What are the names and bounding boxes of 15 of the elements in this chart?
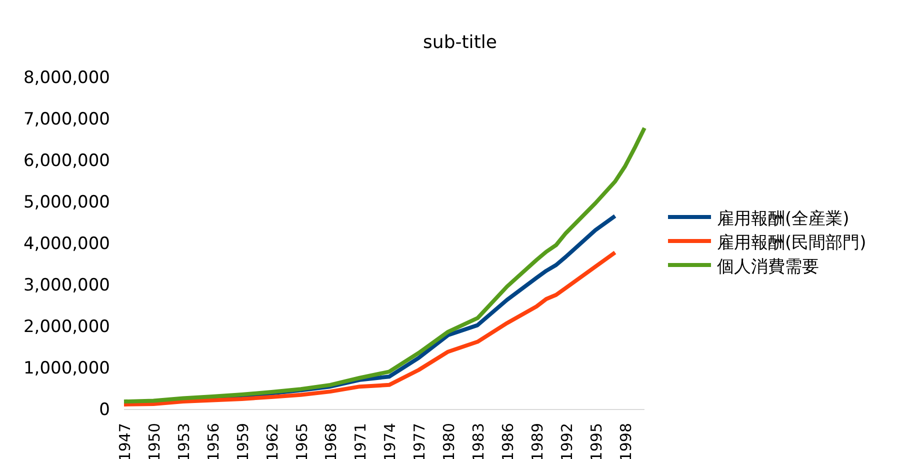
legend-label: 雇用報酬(民間部門)	[717, 233, 866, 253]
line-series	[122, 126, 646, 404]
y-tick-label: 0	[99, 400, 110, 420]
legend-label: 個人消費需要	[717, 257, 819, 277]
y-tick-label: 1,000,000	[23, 358, 110, 378]
line-series	[122, 250, 618, 406]
y-tick-label: 3,000,000	[23, 276, 110, 296]
y-tick-label: 5,000,000	[23, 192, 110, 212]
legend-label: 雇用報酬(全産業)	[717, 209, 850, 229]
y-tick-label: 2,000,000	[23, 317, 110, 337]
y-tick-label: 8,000,000	[23, 68, 110, 88]
y-tick-label: 6,000,000	[23, 151, 110, 171]
y-tick-label: 4,000,000	[23, 234, 110, 254]
chart-title: sub-title	[423, 32, 497, 53]
y-tick-label: 7,000,000	[23, 110, 110, 130]
